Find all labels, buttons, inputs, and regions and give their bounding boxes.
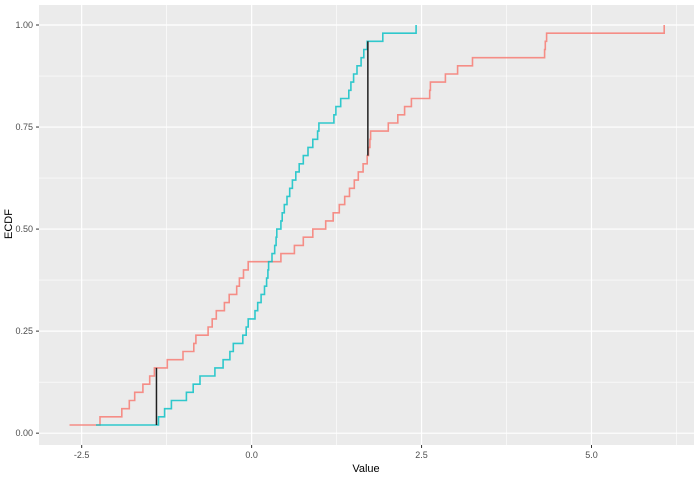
y-tick-label: 0.50	[15, 224, 33, 234]
gridlines-major	[39, 5, 694, 445]
x-axis-ticks	[81, 445, 592, 448]
x-tick-label: 0.0	[245, 450, 258, 460]
y-tick-label: 1.00	[15, 20, 33, 30]
x-tick-label: -2.5	[74, 450, 90, 460]
y-axis-tick-labels: 0.00 0.25 0.50 0.75 1.00	[15, 20, 33, 438]
y-tick-label: 0.00	[15, 428, 33, 438]
ecdf-line-sample1	[69, 25, 665, 426]
x-tick-label: 5.0	[585, 450, 598, 460]
gridlines-minor	[39, 5, 694, 445]
x-tick-label: 2.5	[415, 450, 428, 460]
ks-distance-lines	[155, 41, 369, 425]
ecdf-line-sample2	[96, 25, 417, 426]
x-axis-tick-labels: -2.5 0.0 2.5 5.0	[74, 450, 598, 460]
ecdf-lines	[69, 25, 665, 426]
y-axis-ticks	[36, 24, 39, 434]
y-tick-label: 0.75	[15, 122, 33, 132]
y-axis-title: ECDF	[3, 209, 15, 239]
x-axis-title: Value	[352, 463, 379, 475]
y-tick-label: 0.25	[15, 326, 33, 336]
plot-panel-background	[39, 5, 694, 445]
